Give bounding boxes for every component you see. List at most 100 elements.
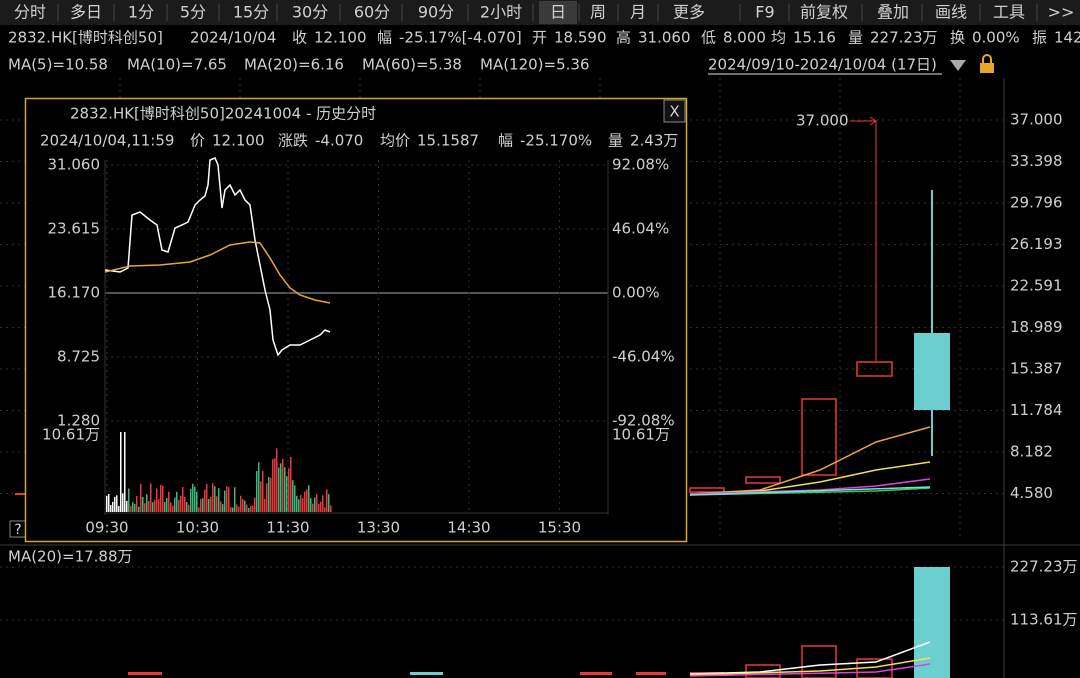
period-button[interactable] [539,1,577,24]
period-label[interactable]: 1分 [128,3,154,22]
period-label[interactable]: 多日 [70,3,102,22]
popup-time-label: 13:30 [357,519,400,537]
period-button[interactable] [286,1,334,24]
minute-volume-bar [310,498,312,512]
volume-bar [580,672,612,675]
period-button[interactable] [412,1,460,24]
quote-label: 低 [701,29,716,47]
minute-volume-bar [316,493,318,512]
minute-volume-bar [264,498,266,512]
price-axis-label: 18.989 [1010,318,1063,336]
period-label[interactable]: 30分 [292,3,328,22]
popup-left-axis: 31.060 [48,156,101,174]
period-label[interactable]: 15分 [233,3,269,22]
minute-volume-bar [286,476,288,512]
period-button[interactable] [228,1,274,24]
lock-shackle [982,54,992,63]
tool-label[interactable]: 工具 [993,3,1025,22]
period-label[interactable]: 分时 [14,3,46,22]
lock-icon[interactable] [980,63,994,73]
minute-volume-bar [232,507,234,512]
minute-volume-bar [226,486,228,512]
period-button[interactable] [581,1,615,24]
popup-value: 2.43万 [630,132,678,150]
period-label[interactable]: 日 [550,3,566,22]
quote-value: 15.16 [793,29,836,47]
close-button[interactable] [663,99,686,123]
minute-volume-bar [148,500,150,512]
minute-volume-bar [132,502,134,512]
quote-value: 31.060 [638,29,691,47]
minute-volume-bar [242,499,244,512]
average-line [104,241,331,304]
popup-time: 2024/10/04,11:59 [40,132,174,150]
ma-label: MA(20)=6.16 [244,56,344,74]
popup-left-axis: 1.280 [57,412,100,430]
price-axis-label: 15.387 [1010,360,1063,378]
minute-volume-bar [116,495,118,512]
popup-time-label: 15:30 [538,519,581,537]
minute-volume-bar [312,503,314,512]
tool-label[interactable]: F9 [755,3,774,22]
price-line [104,157,331,357]
popup-left-axis: 23.615 [48,220,101,238]
period-button[interactable] [173,1,213,24]
minute-volume-bar [168,491,170,512]
minute-volume-bar [256,471,258,512]
period-button[interactable] [62,1,110,24]
quote-label: 振 [1032,29,1047,47]
minute-volume-bar [114,496,116,512]
help-text[interactable]: ? [14,522,21,538]
dropdown-arrow[interactable] [950,60,966,71]
minute-volume-bar [306,489,308,512]
tool-label[interactable]: >> [1048,3,1075,22]
minute-volume-bar [260,481,262,512]
minute-volume-bar [276,448,278,512]
popup-time-label: 10:30 [176,519,219,537]
volume-ma: MA(20)=17.88万 [8,548,133,566]
popup-value: 15.1587 [417,132,479,150]
minute-volume-bar [280,463,282,512]
tool-label[interactable]: 叠加 [877,3,909,22]
date-range[interactable]: 2024/09/10-2024/10/04 (17日) [708,56,937,74]
period-label[interactable]: 周 [590,3,606,22]
period-button[interactable] [664,1,714,24]
minute-volume-bar [190,488,192,512]
volume-bar [636,672,666,675]
period-button[interactable] [348,1,396,24]
price-axis-label: 29.796 [1010,194,1063,212]
minute-volume-bar [206,484,208,512]
period-button[interactable] [471,1,531,24]
period-label[interactable]: 5分 [180,3,206,22]
popup-right-axis: -46.04% [612,348,675,366]
quote-label: 幅 [377,29,392,47]
minute-volume-bar [320,501,322,512]
minute-volume-bar [160,484,162,512]
close-label[interactable]: X [669,103,679,121]
minute-volume-bar [200,499,202,512]
period-button[interactable] [621,1,655,24]
period-label[interactable]: 90分 [418,3,454,22]
minute-volume-bar [250,505,252,512]
period-label[interactable]: 更多 [673,3,705,22]
minute-volume-bar [120,432,122,512]
period-label[interactable]: 2小时 [480,3,522,22]
period-label[interactable]: 月 [630,3,646,22]
tool-label[interactable]: 画线 [935,3,967,22]
quote-label: 换 [950,29,965,47]
minute-volume-bar [282,458,284,512]
minute-volume-bar [322,495,324,512]
minute-volume-bar [128,488,130,512]
minute-volume-bar [240,495,242,512]
tool-label[interactable]: 前复权 [800,3,848,22]
ma-label: MA(120)=5.36 [480,56,590,74]
period-button[interactable] [8,1,52,24]
period-button[interactable] [122,1,160,24]
minute-volume-bar [298,499,300,512]
minute-volume-bar [212,483,214,512]
minute-volume-bar [124,432,126,512]
candle-left [15,493,25,495]
price-axis-label: 33.398 [1010,152,1063,170]
price-axis-label: 8.182 [1010,443,1053,461]
period-label[interactable]: 60分 [354,3,390,22]
